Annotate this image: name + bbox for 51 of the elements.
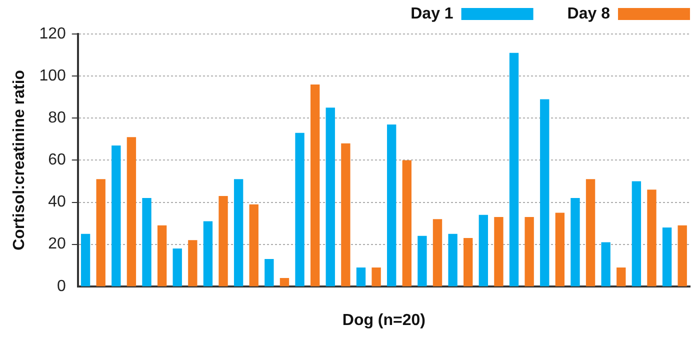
y-tick-label: 20 xyxy=(48,236,66,253)
bar xyxy=(234,179,244,286)
bar xyxy=(509,52,519,286)
bar xyxy=(570,198,580,286)
bar xyxy=(80,234,90,286)
y-tick-label: 100 xyxy=(39,67,66,84)
bar xyxy=(280,278,290,286)
bar xyxy=(387,124,396,286)
bar xyxy=(203,221,213,286)
bar xyxy=(188,240,198,286)
bar xyxy=(372,267,381,286)
bar xyxy=(478,214,488,286)
bar xyxy=(524,216,534,286)
y-tick-label: 60 xyxy=(48,152,66,169)
bar xyxy=(402,160,412,286)
bar xyxy=(555,212,565,286)
bar xyxy=(326,108,335,286)
bar xyxy=(632,181,642,286)
bar xyxy=(172,248,182,286)
bar xyxy=(464,238,473,286)
y-tick-label: 120 xyxy=(39,25,66,42)
bar xyxy=(448,234,458,286)
bar xyxy=(218,196,228,286)
bar xyxy=(418,236,427,286)
legend-label: Day 1 xyxy=(410,5,454,22)
bar xyxy=(112,145,121,286)
y-tick-label: 40 xyxy=(48,194,66,211)
bar xyxy=(616,267,626,286)
bar xyxy=(647,190,656,286)
x-axis-title: Dog (n=20) xyxy=(342,312,426,329)
y-axis-title: Cortisol:creatinine ratio xyxy=(11,70,28,250)
bar xyxy=(249,204,258,286)
bar xyxy=(494,216,504,286)
bar xyxy=(432,219,442,286)
bar xyxy=(126,137,136,286)
bar xyxy=(295,132,304,286)
bar xyxy=(96,179,106,286)
bar xyxy=(540,99,550,286)
bar xyxy=(142,198,152,286)
bar xyxy=(341,143,350,286)
legend-label: Day 8 xyxy=(567,5,610,22)
y-tick-label: 80 xyxy=(48,110,66,127)
bar xyxy=(356,267,366,286)
bar xyxy=(601,242,610,286)
bar xyxy=(678,225,687,286)
bar xyxy=(157,225,167,286)
y-tick-label: 0 xyxy=(56,278,66,295)
bar xyxy=(310,84,320,286)
bar xyxy=(662,228,672,286)
bar xyxy=(264,259,274,286)
bar xyxy=(586,179,596,286)
